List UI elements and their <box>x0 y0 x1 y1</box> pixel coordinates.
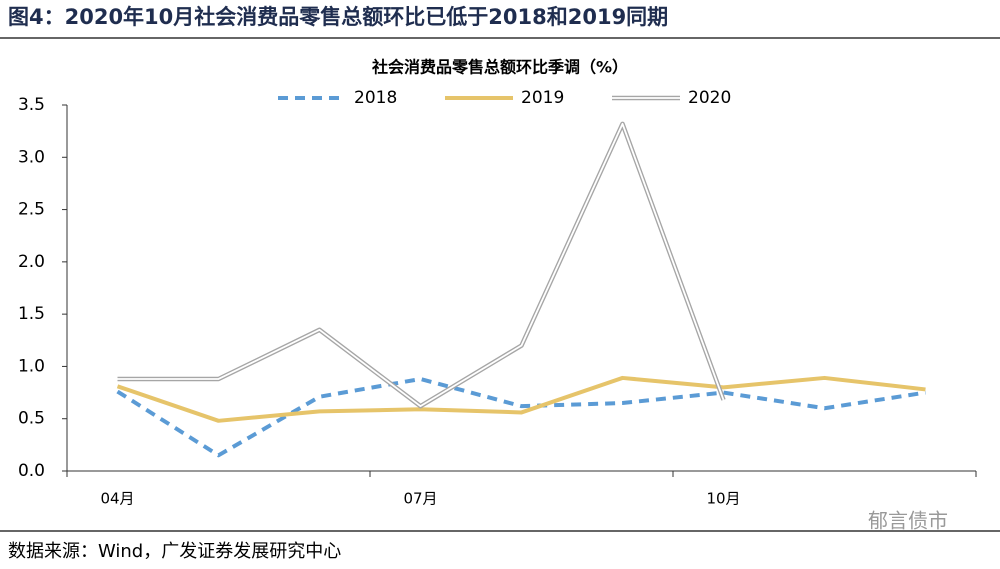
series-line <box>116 376 926 458</box>
y-tick-label: 3.5 <box>18 95 45 115</box>
y-tick-label: 1.5 <box>18 304 45 324</box>
chart-title: 社会消费品零售总额环比季调（%） <box>371 58 628 77</box>
x-tick-label: 10月 <box>706 490 740 508</box>
legend-label: 2018 <box>354 88 397 108</box>
y-tick-label: 1.0 <box>18 356 45 376</box>
series-line <box>116 375 926 423</box>
page-title: 图4：2020年10月社会消费品零售总额环比已低于2018和2019同期 <box>8 5 668 29</box>
series-line-inner <box>117 122 725 408</box>
y-tick-label: 2.5 <box>18 200 45 220</box>
y-tick-label: 0.5 <box>18 409 45 429</box>
watermark: 郁言债市 <box>868 509 948 533</box>
legend-label: 2020 <box>688 88 731 108</box>
source: 数据来源：Wind，广发证券发展研究中心 <box>8 541 341 562</box>
x-tick-label: 04月 <box>100 490 134 508</box>
series-line <box>117 121 726 409</box>
y-tick-label: 0.0 <box>18 461 45 481</box>
x-tick-label: 07月 <box>403 490 437 508</box>
legend-label: 2019 <box>521 88 564 108</box>
y-tick-label: 3.0 <box>18 147 45 167</box>
y-tick-label: 2.0 <box>18 252 45 272</box>
